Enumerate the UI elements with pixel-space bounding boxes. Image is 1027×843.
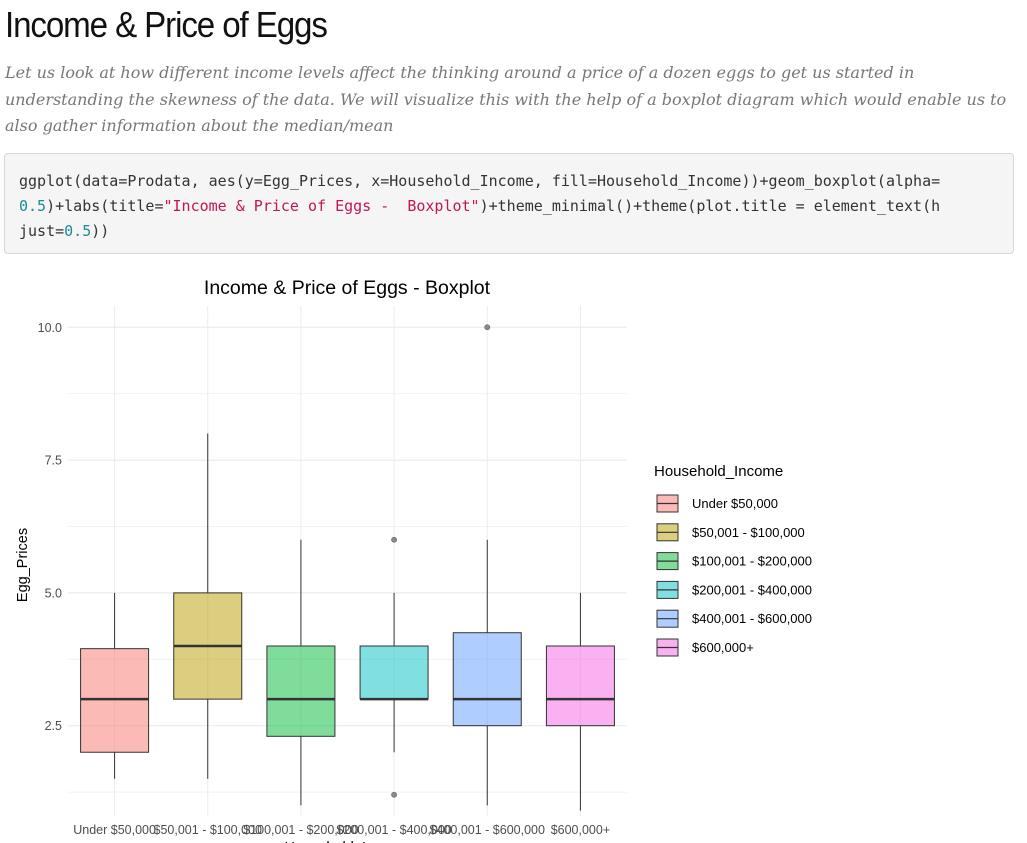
- chart-title: Income & Price of Eggs - Boxplot: [204, 277, 491, 299]
- outlier-point: [484, 324, 491, 331]
- legend-label: $50,001 - $100,000: [692, 525, 805, 540]
- box: [266, 645, 336, 737]
- code-number: 0.5: [64, 222, 92, 240]
- legend-label: $200,001 - $400,000: [692, 582, 812, 597]
- x-tick-label: $50,001 - $100,000: [154, 823, 262, 837]
- box: [452, 632, 522, 727]
- legend-label: Under $50,000: [692, 496, 778, 511]
- code-number: 0.5: [19, 197, 47, 215]
- x-tick-label: $100,001 - $200,000: [243, 823, 358, 837]
- code-block: ggplot(data=Prodata, aes(y=Egg_Prices, x…: [4, 153, 1014, 254]
- code-text-segment: )): [91, 222, 110, 240]
- code-text-segment: just=: [19, 222, 65, 240]
- intro-paragraph: Let us look at how different income leve…: [5, 63, 1007, 135]
- code-text-segment: )+labs(title=: [46, 197, 164, 215]
- y-axis-title: Egg_Prices: [15, 528, 31, 602]
- code-text-segment: )+theme_minimal()+theme(plot.title = ele…: [479, 197, 941, 215]
- y-tick-label: 10.0: [38, 321, 62, 335]
- box: [80, 648, 150, 753]
- legend-title: Household_Income: [654, 463, 783, 480]
- code-string: "Income & Price of Eggs - Boxplot": [163, 197, 480, 215]
- legend-label: $400,001 - $600,000: [692, 611, 812, 626]
- x-tick-label: $600,000+: [551, 823, 610, 837]
- outlier-point: [391, 536, 397, 543]
- x-tick-label: $200,001 - $400,000: [336, 823, 451, 837]
- box: [359, 645, 429, 700]
- x-axis-title: Household_Income: [285, 840, 410, 843]
- y-tick-label: 2.5: [45, 719, 62, 733]
- x-tick-label: Under $50,000: [73, 823, 156, 837]
- code-line-1: ggplot(data=Prodata, aes(y=Egg_Prices, x…: [19, 172, 941, 190]
- page-title: Income & Price of Eggs: [5, 4, 328, 45]
- legend-label: $600,000+: [692, 640, 754, 655]
- outlier-point: [391, 791, 397, 798]
- code-text: ggplot(data=Prodata, aes(y=Egg_Prices, x…: [19, 169, 940, 244]
- y-tick-label: 7.5: [45, 454, 62, 468]
- y-tick-label: 5.0: [45, 586, 62, 600]
- x-tick-label: $400,001 - $600,000: [430, 823, 545, 837]
- legend-label: $100,001 - $200,000: [692, 554, 812, 569]
- box: [545, 645, 615, 727]
